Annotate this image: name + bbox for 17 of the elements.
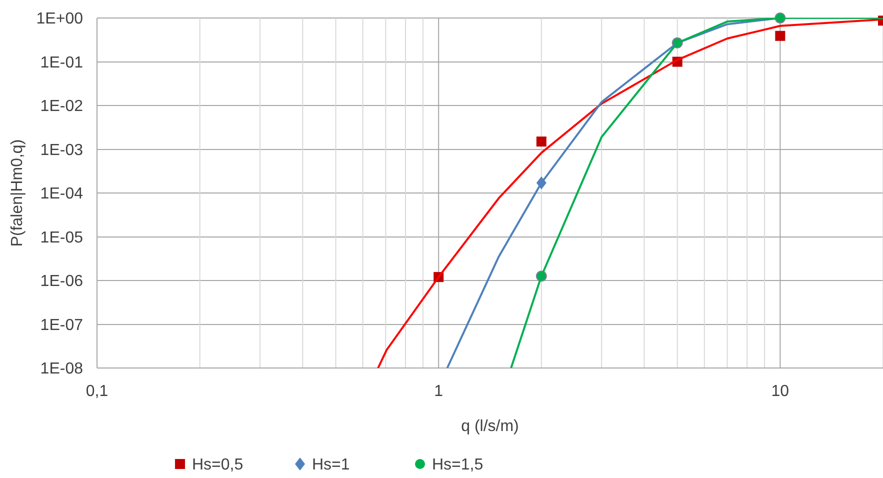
y-tick-label: 1E-02: [40, 98, 84, 116]
legend-label: Hs=0,5: [192, 456, 244, 474]
x-tick-label: 0,1: [86, 383, 108, 400]
x-tick-label: 10: [771, 383, 790, 400]
y-tick-label: 1E-08: [40, 360, 84, 378]
y-tick-label: 1E-01: [40, 54, 84, 72]
x-tick-label: 1: [434, 383, 444, 400]
y-tick-label: 1E-05: [40, 229, 84, 246]
y-axis-title: P(falen|Hm0,q): [9, 139, 26, 247]
x-axis-title: q (l/s/m): [461, 418, 519, 435]
y-tick-label: 1E-03: [40, 142, 84, 159]
y-tick-label: 1E+00: [36, 10, 84, 28]
y-tick-label: 1E-04: [40, 186, 84, 203]
y-tick-label: 1E-07: [40, 316, 84, 334]
y-tick-label: 1E-06: [40, 273, 84, 290]
legend-label: Hs=1: [312, 456, 350, 474]
legend-label: Hs=1,5: [432, 456, 484, 474]
